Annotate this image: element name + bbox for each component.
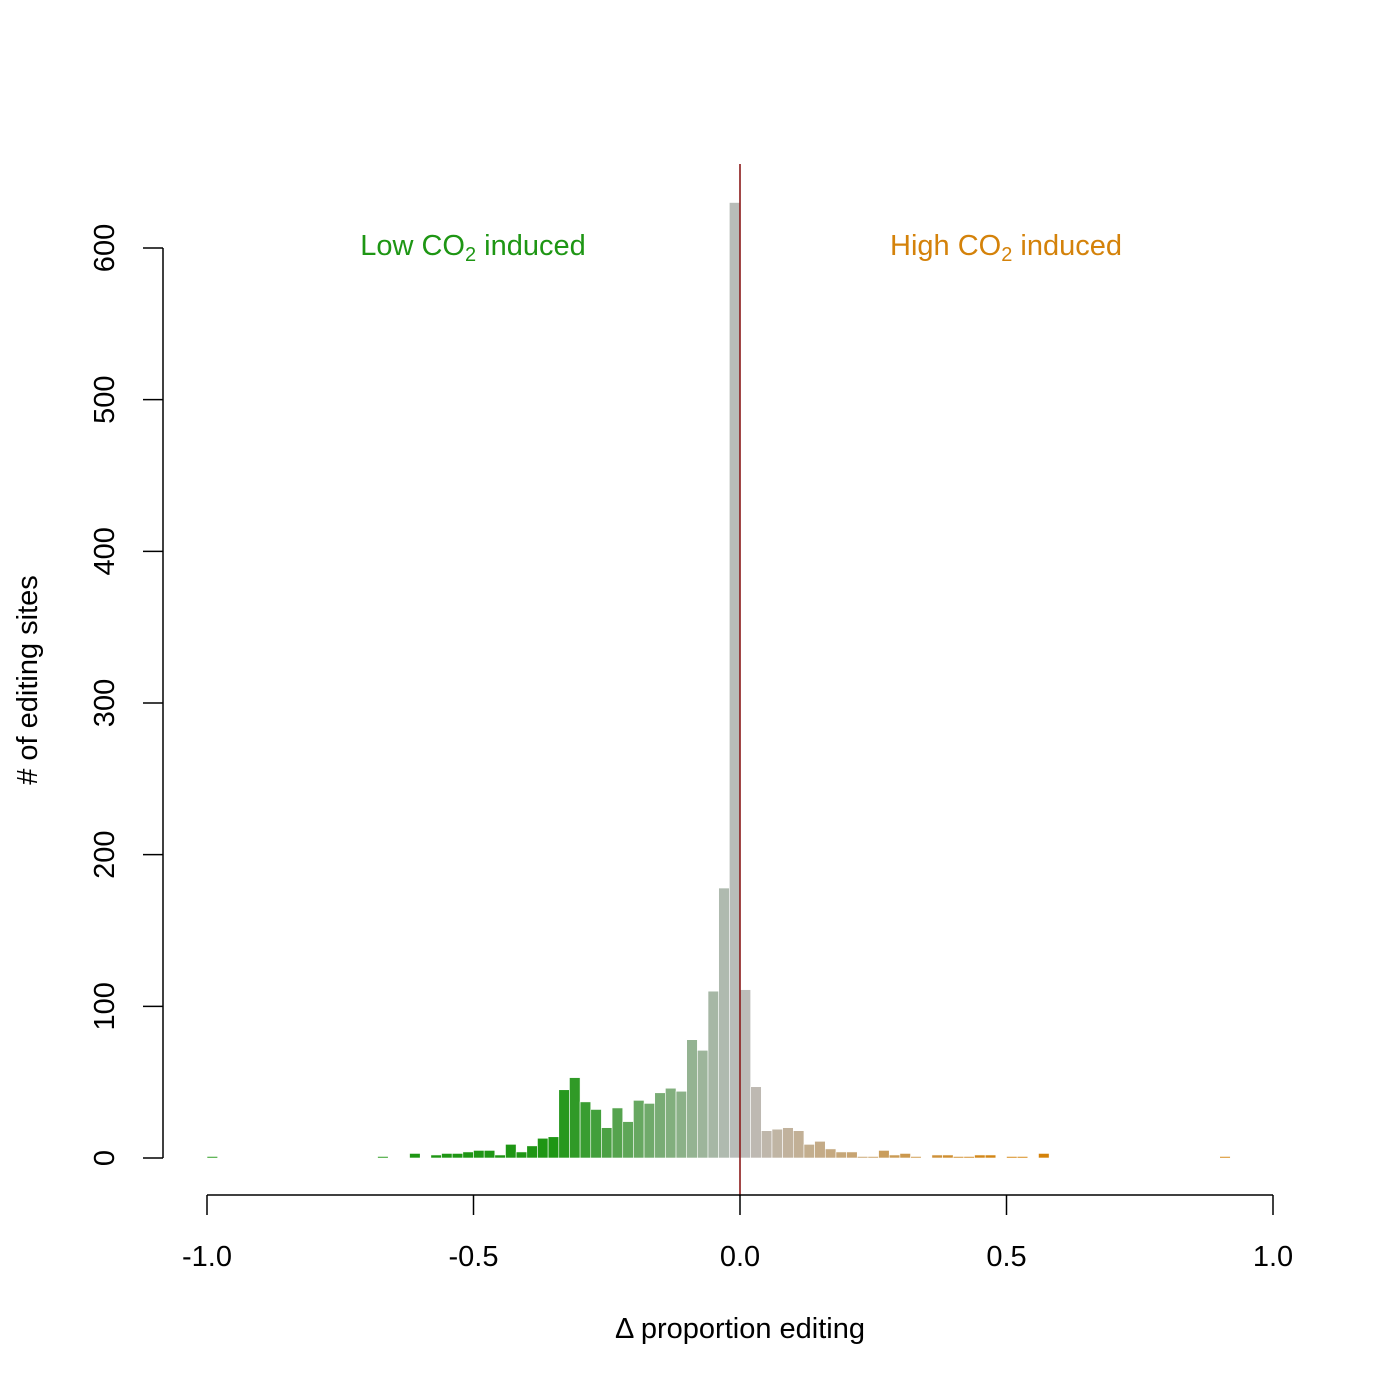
- histogram-bar: [590, 1109, 602, 1159]
- histogram-bar: [1219, 1156, 1231, 1159]
- annotation-high-main: High CO: [890, 230, 1001, 262]
- x-axis-title: Δ proportion editing: [615, 1313, 865, 1345]
- histogram-bar: [1016, 1156, 1029, 1159]
- histogram-bar: [409, 1153, 421, 1159]
- histogram-bar: [451, 1153, 464, 1159]
- annotation-low-main: Low CO: [360, 230, 465, 262]
- y-tick-label: 600: [89, 224, 121, 272]
- histogram-bar: [622, 1121, 634, 1159]
- y-tick-label: 400: [89, 527, 121, 575]
- x-tick-label: 1.0: [1253, 1241, 1293, 1273]
- y-axis-title: # of editing sites: [12, 575, 44, 785]
- x-tick-label: 0.0: [720, 1241, 760, 1273]
- histogram-bar: [547, 1136, 560, 1159]
- histogram-bar: [569, 1077, 581, 1159]
- y-axis: 0 100 200 300 400 500 600: [89, 224, 164, 1166]
- histogram-bar: [739, 989, 751, 1159]
- histogram-bar: [878, 1150, 890, 1159]
- histogram-bar: [792, 1130, 805, 1159]
- histogram-bar: [803, 1144, 815, 1159]
- histogram-bar: [931, 1154, 943, 1159]
- histogram-bar: [942, 1154, 954, 1159]
- histogram-bar: [686, 1039, 698, 1159]
- histogram-bar: [473, 1150, 485, 1159]
- histogram-bar: [814, 1141, 826, 1159]
- histogram-bar: [526, 1145, 538, 1159]
- histogram-bar: [675, 1090, 687, 1159]
- histogram-bar: [643, 1103, 656, 1159]
- x-tick-label: 0.5: [986, 1241, 1026, 1273]
- histogram-bar: [984, 1154, 997, 1159]
- histogram-bar: [377, 1156, 389, 1159]
- histogram-bars: [206, 202, 1231, 1159]
- histogram-bar: [505, 1144, 517, 1159]
- histogram-bar: [707, 990, 719, 1159]
- histogram-bar: [910, 1156, 922, 1159]
- histogram-bar: [537, 1137, 549, 1159]
- histogram-bar: [718, 887, 730, 1159]
- histogram-bar: [611, 1107, 624, 1159]
- annotation-high-sub: 2: [1001, 244, 1012, 266]
- x-tick-label: -1.0: [182, 1241, 232, 1273]
- annotation-high-co2: High CO2 induced: [890, 230, 1122, 266]
- histogram-bar: [441, 1153, 453, 1159]
- histogram-bar: [771, 1128, 783, 1159]
- histogram-bar: [963, 1156, 975, 1159]
- histogram-bar: [579, 1101, 592, 1159]
- y-tick-label: 100: [89, 982, 121, 1030]
- y-tick-label: 500: [89, 375, 121, 423]
- histogram-bar: [729, 202, 741, 1159]
- histogram-bar: [697, 1050, 709, 1159]
- y-tick-label: 200: [89, 830, 121, 878]
- histogram-bar: [824, 1148, 837, 1159]
- x-axis: -1.0 -0.5 0.0 0.5 1.0: [182, 1194, 1293, 1273]
- histogram-bar: [952, 1156, 965, 1159]
- histogram-bar: [558, 1089, 570, 1159]
- annotation-low-co2: Low CO2 induced: [360, 230, 586, 266]
- histogram-bar: [601, 1127, 613, 1159]
- histogram-bar: [1038, 1153, 1050, 1159]
- histogram-bar: [494, 1154, 506, 1159]
- x-tick-label: -0.5: [449, 1241, 499, 1273]
- annotation-low-sub: 2: [465, 244, 476, 266]
- histogram-bar: [1006, 1156, 1018, 1159]
- histogram-bar: [888, 1154, 901, 1159]
- histogram-bar: [867, 1156, 879, 1159]
- annotation-low-end: induced: [476, 230, 586, 262]
- y-tick-label: 0: [89, 1150, 121, 1166]
- histogram-bar: [835, 1151, 847, 1159]
- histogram-bar: [633, 1100, 645, 1159]
- histogram-bar: [483, 1150, 496, 1159]
- histogram-bar: [665, 1087, 677, 1159]
- histogram-bar: [846, 1151, 858, 1159]
- histogram-bar: [750, 1086, 762, 1159]
- histogram-bar: [782, 1127, 794, 1159]
- histogram-bar: [899, 1153, 911, 1159]
- annotation-high-end: induced: [1012, 230, 1122, 262]
- histogram-bar: [654, 1092, 666, 1159]
- histogram-bar: [515, 1151, 528, 1159]
- histogram-bar: [462, 1151, 474, 1159]
- histogram-bar: [206, 1156, 218, 1159]
- histogram-bar: [856, 1156, 869, 1159]
- histogram-bar: [761, 1130, 773, 1159]
- histogram-bar: [430, 1154, 442, 1159]
- y-tick-label: 300: [89, 679, 121, 727]
- histogram-bar: [974, 1154, 986, 1159]
